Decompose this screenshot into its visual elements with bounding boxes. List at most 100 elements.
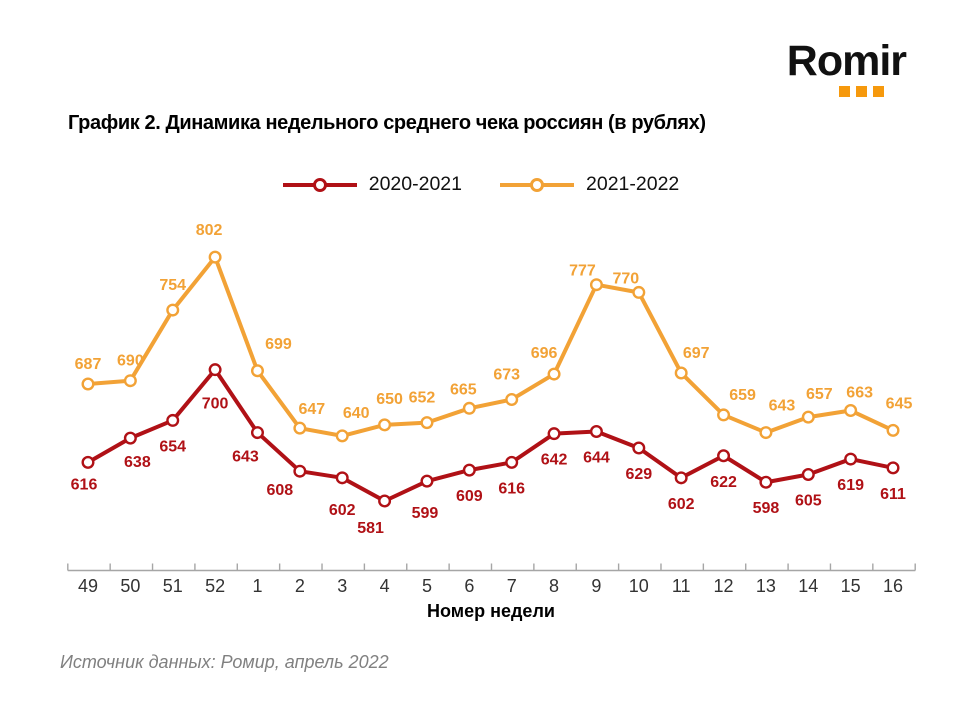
data-point-marker xyxy=(166,303,180,317)
legend-item-2021-2022: 2021-2022 xyxy=(498,173,679,196)
data-point-marker xyxy=(801,410,815,424)
data-point-marker xyxy=(81,455,95,469)
data-point-label: 802 xyxy=(196,222,223,239)
data-point-marker xyxy=(632,441,646,455)
legend-label: 2021-2022 xyxy=(586,173,680,195)
data-point-marker xyxy=(81,377,95,391)
legend-label: 2020-2021 xyxy=(368,173,462,195)
data-point-marker xyxy=(589,424,603,438)
logo-dot-icon xyxy=(855,86,867,97)
x-tick-label: 3 xyxy=(337,576,347,596)
data-point-label: 602 xyxy=(329,502,356,519)
data-point-label: 581 xyxy=(357,520,384,537)
data-point-label: 622 xyxy=(710,474,737,491)
x-tick-label: 2 xyxy=(295,576,305,596)
data-point-label: 638 xyxy=(124,454,151,471)
chart-title: График 2. Динамика недельного среднего ч… xyxy=(68,112,706,134)
data-point-label: 645 xyxy=(886,395,913,412)
data-point-marker xyxy=(844,404,858,418)
data-point-label: 657 xyxy=(806,386,833,403)
data-point-label: 605 xyxy=(795,493,822,510)
data-point-label: 650 xyxy=(376,391,403,408)
data-point-marker xyxy=(589,278,603,292)
data-point-label: 700 xyxy=(202,396,229,413)
data-point-marker xyxy=(886,423,900,437)
data-point-label: 699 xyxy=(265,336,292,353)
data-point-marker xyxy=(674,471,688,485)
data-point-label: 697 xyxy=(683,345,710,362)
data-point-marker xyxy=(717,408,731,422)
x-tick-label: 6 xyxy=(464,576,474,596)
legend-marker-icon xyxy=(500,177,574,192)
data-point-marker xyxy=(420,416,434,430)
x-tick-label: 8 xyxy=(549,576,559,596)
data-point-label: 643 xyxy=(232,449,259,466)
data-point-marker xyxy=(632,285,646,299)
chart-legend: 2020-2021 2021-2022 xyxy=(0,173,960,196)
data-point-marker xyxy=(420,474,434,488)
data-point-label: 598 xyxy=(753,500,780,517)
data-point-marker xyxy=(717,449,731,463)
data-point-label: 602 xyxy=(668,496,695,513)
data-point-label: 665 xyxy=(450,381,477,398)
x-tick-label: 16 xyxy=(883,576,903,596)
data-point-label: 609 xyxy=(456,488,483,505)
data-point-label: 599 xyxy=(412,505,439,522)
data-point-marker xyxy=(293,464,307,478)
x-tick-label: 5 xyxy=(422,576,432,596)
data-point-label: 777 xyxy=(569,263,596,280)
data-point-marker xyxy=(335,429,349,443)
data-point-marker xyxy=(462,401,476,415)
x-tick-label: 12 xyxy=(714,576,734,596)
data-point-marker xyxy=(886,461,900,475)
romir-logo-text: Romir xyxy=(786,37,907,85)
data-point-label: 770 xyxy=(612,270,639,287)
data-point-label: 659 xyxy=(729,387,756,404)
data-point-marker xyxy=(123,431,137,445)
x-tick-label: 10 xyxy=(629,576,649,596)
romir-logo: Romir xyxy=(786,37,907,97)
data-point-label: 616 xyxy=(498,480,525,497)
x-tick-label: 15 xyxy=(841,576,861,596)
series-line-2021-2022 xyxy=(86,255,896,438)
x-tick-label: 13 xyxy=(756,576,776,596)
data-point-marker xyxy=(801,468,815,482)
data-point-label: 673 xyxy=(493,366,520,383)
data-point-label: 647 xyxy=(298,401,325,418)
data-point-marker xyxy=(335,471,349,485)
x-tick-label: 51 xyxy=(163,576,183,596)
data-point-label: 629 xyxy=(625,466,652,483)
data-point-marker xyxy=(759,426,773,440)
data-point-label: 608 xyxy=(266,482,293,499)
data-point-label: 754 xyxy=(159,277,186,294)
x-tick-label: 49 xyxy=(78,576,98,596)
data-point-label: 696 xyxy=(531,345,558,362)
data-point-marker xyxy=(250,426,264,440)
data-point-label: 654 xyxy=(159,438,186,455)
data-point-marker xyxy=(674,366,688,380)
data-point-marker xyxy=(378,494,392,508)
data-point-label: 690 xyxy=(117,353,144,370)
source-note: Источник данных: Ромир, апрель 2022 xyxy=(60,652,389,672)
data-point-label: 619 xyxy=(837,477,864,494)
data-point-marker xyxy=(378,418,392,432)
data-point-label: 687 xyxy=(75,356,102,373)
x-tick-label: 9 xyxy=(591,576,601,596)
x-tick-label: 7 xyxy=(507,576,517,596)
x-tick-label: 1 xyxy=(252,576,262,596)
data-point-marker xyxy=(547,427,561,441)
data-point-marker xyxy=(505,455,519,469)
data-point-label: 644 xyxy=(583,449,610,466)
data-point-label: 652 xyxy=(409,390,436,407)
data-point-marker xyxy=(759,475,773,489)
data-point-label: 640 xyxy=(343,405,370,422)
data-point-marker xyxy=(208,363,222,377)
x-tick-label: 52 xyxy=(205,576,225,596)
data-point-marker xyxy=(166,413,180,427)
data-point-label: 643 xyxy=(769,398,796,415)
data-point-marker xyxy=(505,392,519,406)
romir-logo-dots xyxy=(838,86,906,97)
data-point-marker xyxy=(123,374,137,388)
